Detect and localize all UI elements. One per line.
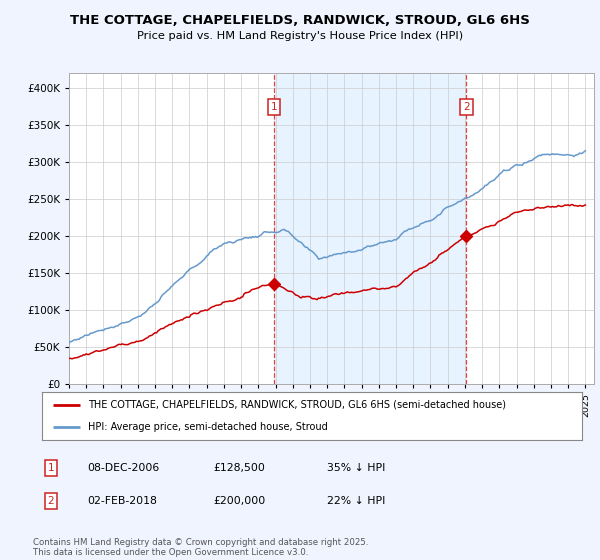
Text: 2: 2 xyxy=(463,102,470,112)
Text: 22% ↓ HPI: 22% ↓ HPI xyxy=(327,496,385,506)
Text: 02-FEB-2018: 02-FEB-2018 xyxy=(87,496,157,506)
Text: £200,000: £200,000 xyxy=(213,496,265,506)
Text: 35% ↓ HPI: 35% ↓ HPI xyxy=(327,463,385,473)
Text: 08-DEC-2006: 08-DEC-2006 xyxy=(87,463,159,473)
Text: 2: 2 xyxy=(47,496,55,506)
Text: £128,500: £128,500 xyxy=(213,463,265,473)
Text: Price paid vs. HM Land Registry's House Price Index (HPI): Price paid vs. HM Land Registry's House … xyxy=(137,31,463,41)
Text: HPI: Average price, semi-detached house, Stroud: HPI: Average price, semi-detached house,… xyxy=(88,422,328,432)
Bar xyxy=(274,73,466,384)
Text: THE COTTAGE, CHAPELFIELDS, RANDWICK, STROUD, GL6 6HS: THE COTTAGE, CHAPELFIELDS, RANDWICK, STR… xyxy=(70,14,530,27)
Text: THE COTTAGE, CHAPELFIELDS, RANDWICK, STROUD, GL6 6HS (semi-detached house): THE COTTAGE, CHAPELFIELDS, RANDWICK, STR… xyxy=(88,400,506,410)
Text: Contains HM Land Registry data © Crown copyright and database right 2025.
This d: Contains HM Land Registry data © Crown c… xyxy=(33,538,368,557)
Text: 1: 1 xyxy=(271,102,277,112)
Text: 1: 1 xyxy=(47,463,55,473)
